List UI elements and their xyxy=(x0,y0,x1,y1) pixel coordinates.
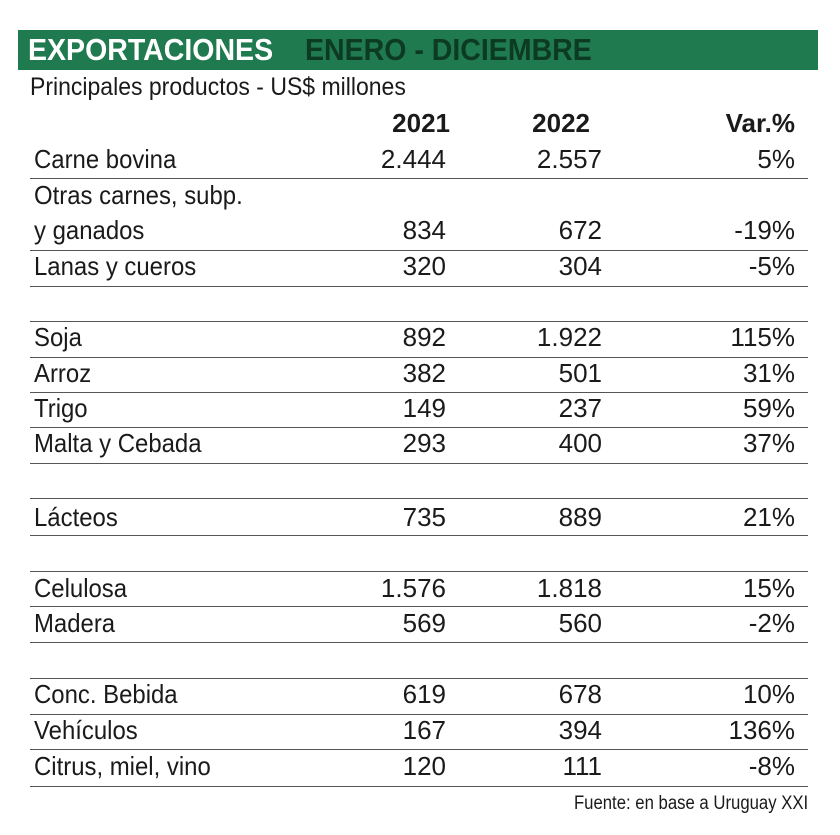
row-label: Arroz xyxy=(34,358,92,388)
table-row: Citrus, miel, vino 120 111 -8% xyxy=(30,748,820,784)
value-2021: 2.444 xyxy=(380,144,446,174)
row-divider xyxy=(30,678,808,679)
row-divider xyxy=(30,749,808,750)
row-label: y ganados xyxy=(34,215,145,245)
row-label: Carne bovina xyxy=(34,144,177,174)
table-row: Carne bovina 2.444 2.557 5% xyxy=(30,141,820,177)
value-2021: 149 xyxy=(402,393,446,423)
row-divider xyxy=(30,786,808,787)
value-2021: 619 xyxy=(402,679,446,709)
value-var: 115% xyxy=(730,322,795,352)
value-2021: 569 xyxy=(402,608,446,638)
subtitle: Principales productos - US$ millones xyxy=(30,73,406,101)
value-2021: 293 xyxy=(402,428,446,458)
table-row: Lanas y cueros 320 304 -5% xyxy=(30,248,820,284)
value-2022: 2.557 xyxy=(536,144,602,174)
value-2022: 672 xyxy=(558,215,602,245)
value-2022: 304 xyxy=(558,251,602,281)
value-2022: 889 xyxy=(558,502,602,532)
table-row: Malta y Cebada 293 400 37% xyxy=(30,425,820,461)
value-var: 136% xyxy=(728,715,796,745)
value-2021: 892 xyxy=(402,322,446,352)
row-divider xyxy=(30,427,808,428)
value-var: -2% xyxy=(748,608,795,638)
title-bar: EXPORTACIONES ENERO - DICIEMBRE xyxy=(18,30,818,70)
value-2022: 237 xyxy=(558,393,602,423)
row-label: Lanas y cueros xyxy=(34,251,197,281)
value-var: 21% xyxy=(742,502,795,532)
table-row: Trigo 149 237 59% xyxy=(30,390,820,426)
value-2021: 1.576 xyxy=(380,573,446,603)
table-row: Madera 569 560 -2% xyxy=(30,605,820,641)
row-label: Conc. Bebida xyxy=(34,679,178,709)
row-divider xyxy=(30,392,808,393)
value-2022: 1.818 xyxy=(536,573,602,603)
row-divider xyxy=(30,286,808,287)
value-var: -19% xyxy=(734,215,795,245)
row-label: Soja xyxy=(34,322,82,352)
table-row: Soja 892 1.922 115% xyxy=(30,319,820,355)
row-divider xyxy=(30,535,808,536)
row-divider xyxy=(30,178,808,179)
table-row: Lácteos 735 889 21% xyxy=(30,499,820,535)
column-header-2021: 2021 xyxy=(392,108,450,138)
value-var: -8% xyxy=(748,751,795,781)
value-var: 59% xyxy=(742,393,795,423)
source-note: Fuente: en base a Uruguay XXI xyxy=(573,793,808,814)
value-var: 10% xyxy=(742,679,795,709)
value-2022: 560 xyxy=(558,608,602,638)
value-2022: 1.922 xyxy=(536,322,602,352)
row-divider xyxy=(30,642,808,643)
row-label: Vehículos xyxy=(34,715,138,745)
row-divider xyxy=(30,714,808,715)
row-divider xyxy=(30,606,808,607)
value-2021: 834 xyxy=(402,215,446,245)
row-divider xyxy=(30,463,808,464)
value-var: 15% xyxy=(742,573,795,603)
row-label: Madera xyxy=(34,608,116,638)
table-row: y ganados 834 672 -19% xyxy=(30,212,820,248)
title-main: EXPORTACIONES xyxy=(28,32,274,67)
value-2021: 320 xyxy=(402,251,446,281)
value-2021: 382 xyxy=(402,358,446,388)
title-sub: ENERO - DICIEMBRE xyxy=(305,32,592,67)
value-2022: 400 xyxy=(558,428,602,458)
value-2021: 167 xyxy=(402,715,446,745)
column-header-2022: 2022 xyxy=(532,108,590,138)
row-label: Malta y Cebada xyxy=(34,428,202,458)
column-header-var: Var.% xyxy=(725,108,795,138)
table-row: Conc. Bebida 619 678 10% xyxy=(30,676,820,712)
value-var: 5% xyxy=(757,144,795,174)
value-2022: 111 xyxy=(562,751,602,781)
table-row: Vehículos 167 394 136% xyxy=(30,712,820,748)
value-2022: 501 xyxy=(558,358,602,388)
value-2022: 394 xyxy=(558,715,602,745)
row-divider xyxy=(30,357,808,358)
value-var: 37% xyxy=(742,428,795,458)
row-label: Otras carnes, subp. xyxy=(34,180,243,210)
value-2021: 120 xyxy=(402,751,446,781)
table-row: Arroz 382 501 31% xyxy=(30,355,820,391)
row-divider xyxy=(30,321,808,322)
value-var: -5% xyxy=(748,251,795,281)
row-divider xyxy=(30,571,808,572)
row-label: Trigo xyxy=(34,393,88,423)
table-row: Celulosa 1.576 1.818 15% xyxy=(30,570,820,606)
row-divider xyxy=(30,498,808,499)
row-divider xyxy=(30,250,808,251)
value-var: 31% xyxy=(742,358,795,388)
row-label: Celulosa xyxy=(34,573,128,603)
row-label: Lácteos xyxy=(34,502,118,532)
table-row: Otras carnes, subp. xyxy=(30,177,820,213)
row-label: Citrus, miel, vino xyxy=(34,751,211,781)
value-2022: 678 xyxy=(558,679,602,709)
value-2021: 735 xyxy=(402,502,446,532)
